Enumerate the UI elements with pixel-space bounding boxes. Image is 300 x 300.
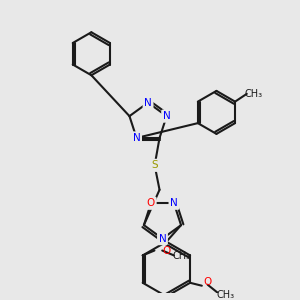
Text: O: O	[162, 245, 170, 256]
Text: CH₃: CH₃	[244, 89, 263, 99]
Text: O: O	[204, 277, 212, 287]
Text: S: S	[151, 160, 158, 170]
Text: N: N	[144, 98, 152, 108]
Text: N: N	[133, 133, 140, 143]
Text: O: O	[147, 198, 155, 208]
Text: CH₃: CH₃	[216, 290, 234, 300]
Text: N: N	[159, 234, 166, 244]
Text: N: N	[163, 111, 170, 121]
Text: CH₃: CH₃	[173, 251, 191, 261]
Text: N: N	[170, 198, 178, 208]
